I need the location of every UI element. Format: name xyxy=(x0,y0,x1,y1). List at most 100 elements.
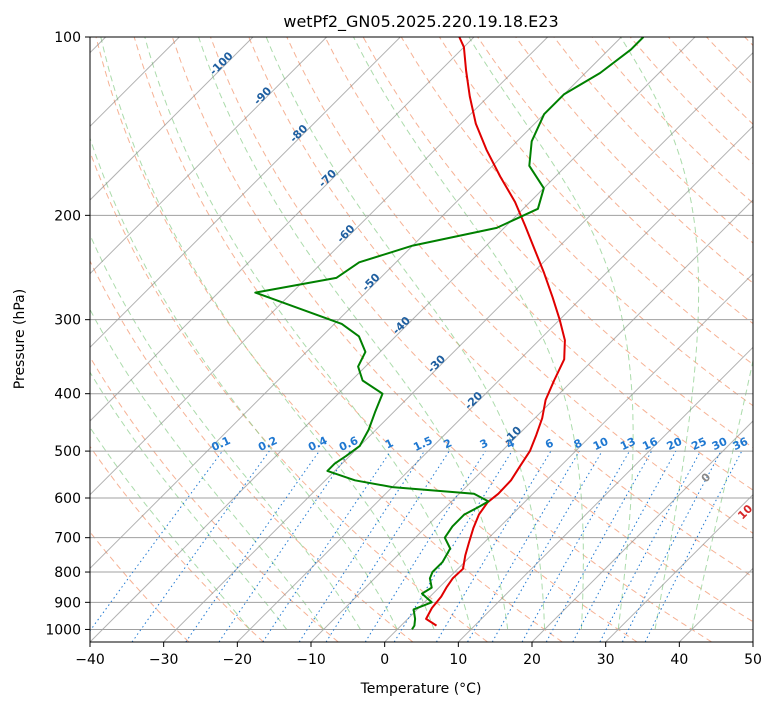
isotherm-line xyxy=(90,37,622,570)
moist-adiabat-line xyxy=(90,308,324,630)
dry-adiabats xyxy=(90,37,753,642)
isotherm-line xyxy=(90,37,549,496)
mixing-ratio-lines xyxy=(90,450,743,642)
y-tick-label: 400 xyxy=(54,387,81,403)
mixing-ratio-line xyxy=(185,450,320,642)
dry-adiabat-line xyxy=(133,37,638,642)
x-tick-label: 20 xyxy=(523,652,541,668)
mixing-ratio-line xyxy=(218,450,351,642)
isotherm-label: -30 xyxy=(425,352,448,375)
isotherm-label: -10 xyxy=(501,424,524,447)
moist-adiabat-line xyxy=(353,37,584,630)
y-tick-label: 200 xyxy=(54,208,81,224)
y-tick-label: 100 xyxy=(54,30,81,46)
x-tick-label: 50 xyxy=(744,652,762,668)
isotherm-line xyxy=(384,272,753,642)
dry-adiabat-line xyxy=(591,37,753,204)
dry-adiabat-line xyxy=(90,150,488,642)
dry-adiabat-line xyxy=(90,259,414,642)
dry-adiabat-line xyxy=(668,37,753,125)
isotherm-line xyxy=(531,420,753,642)
mixing-ratio-label: 20 xyxy=(665,435,685,453)
isotherm-label: -70 xyxy=(316,167,339,190)
moist-adiabat-line xyxy=(198,37,509,630)
moist-adiabat-line xyxy=(90,426,251,630)
moist-adiabat-line xyxy=(265,37,546,630)
x-tick-label: −40 xyxy=(75,652,105,668)
dry-adiabat-line xyxy=(95,37,563,642)
moist-adiabat-line xyxy=(90,233,361,630)
mixing-ratio-line xyxy=(467,450,580,642)
isotherm-label: -100 xyxy=(207,49,236,78)
isotherm-line xyxy=(678,567,753,642)
mixing-ratio-label: 16 xyxy=(640,435,660,453)
dry-adiabat-line xyxy=(438,37,753,366)
moist-adiabat-line xyxy=(620,37,700,630)
dry-adiabat-line xyxy=(90,445,264,642)
x-tick-label: 0 xyxy=(380,652,389,668)
mixing-ratio-label: 30 xyxy=(710,435,730,453)
x-tick-label: 10 xyxy=(449,652,467,668)
y-tick-label: 700 xyxy=(54,531,81,547)
dry-adiabat-line xyxy=(706,37,753,86)
mixing-ratio-line xyxy=(644,450,743,642)
dry-adiabat-line xyxy=(90,531,190,642)
mixing-ratio-label: 36 xyxy=(731,435,751,453)
isotherm-label: -90 xyxy=(251,84,274,107)
mixing-ratio-line xyxy=(435,450,552,642)
y-axis-label: Pressure (hPa) xyxy=(12,289,28,389)
moist-adiabat-line xyxy=(144,37,472,630)
chart-annotations: 0.1 0.2 0.4 0.6 1 1.5 2 3 4 6 8 10 13 16 20 25 30 36-100-… xyxy=(207,49,753,522)
moist-adiabat-line xyxy=(691,358,753,630)
mixing-ratio-label: 10 xyxy=(591,435,611,453)
dry-adiabat-line xyxy=(515,37,753,284)
isotherm-label: -20 xyxy=(462,389,485,412)
isotherm-line xyxy=(90,37,328,275)
dry-adiabat-line xyxy=(90,356,339,642)
mixing-ratio-line xyxy=(393,450,513,642)
isotherm-line xyxy=(752,641,753,642)
mixing-ratio-line xyxy=(364,450,486,642)
plot-frame xyxy=(89,36,754,643)
mixing-ratio-label: 3 xyxy=(478,436,490,451)
y-axis-ticks: 1000 900 800 700 600 500 400 300 200 100 xyxy=(45,30,90,638)
dry-adiabat-line xyxy=(324,37,753,491)
x-tick-label: 30 xyxy=(597,652,615,668)
dry-adiabat-line xyxy=(286,37,753,534)
isotherm-line xyxy=(605,493,753,642)
isotherm-line xyxy=(90,37,696,642)
plot-area: 0.1 0.2 0.4 0.6 1 1.5 2 3 4 6 8 10 13 16 20 25 30 36-100-… xyxy=(90,37,753,642)
mixing-ratio-line xyxy=(90,450,223,632)
y-tick-label: 300 xyxy=(54,313,81,329)
moist-adiabat-line xyxy=(90,136,398,630)
dry-adiabat-label: 0 xyxy=(699,470,714,485)
isotherm-label: -80 xyxy=(287,122,310,145)
moist-adiabat-line xyxy=(90,371,288,630)
dewpoint-profile-line xyxy=(254,37,645,630)
isotherm-label: -50 xyxy=(359,270,382,293)
y-tick-label: 500 xyxy=(54,444,81,460)
dry-adiabat-line xyxy=(553,37,753,244)
mixing-ratio-label: 25 xyxy=(689,435,708,453)
isotherm-line xyxy=(90,37,254,201)
x-tick-label: −30 xyxy=(149,652,179,668)
mixing-ratio-line xyxy=(572,450,677,642)
x-tick-label: −20 xyxy=(223,652,253,668)
chart-title: wetPf2_GN05.2025.220.19.18.E23 xyxy=(283,12,558,32)
isotherms xyxy=(90,37,753,642)
mixing-ratio-line xyxy=(298,450,425,642)
x-tick-label: −10 xyxy=(296,652,326,668)
moist-adiabat-line xyxy=(468,37,634,630)
dry-adiabat-line xyxy=(248,37,753,578)
isotherm-label: -40 xyxy=(390,314,413,337)
isotherm-line xyxy=(90,37,475,422)
pressure-gridlines xyxy=(90,37,753,630)
x-axis-label: Temperature (°C) xyxy=(360,681,482,697)
x-axis-ticks: −40 −30 −20 −10 0 10 20 30 40 50 xyxy=(75,642,762,668)
mixing-ratio-label: 2 xyxy=(442,436,454,451)
moist-adiabat-line xyxy=(100,37,435,630)
isotherm-line xyxy=(163,51,753,642)
mixing-ratio-label: 6 xyxy=(543,436,556,451)
moist-adiabats xyxy=(90,37,753,630)
